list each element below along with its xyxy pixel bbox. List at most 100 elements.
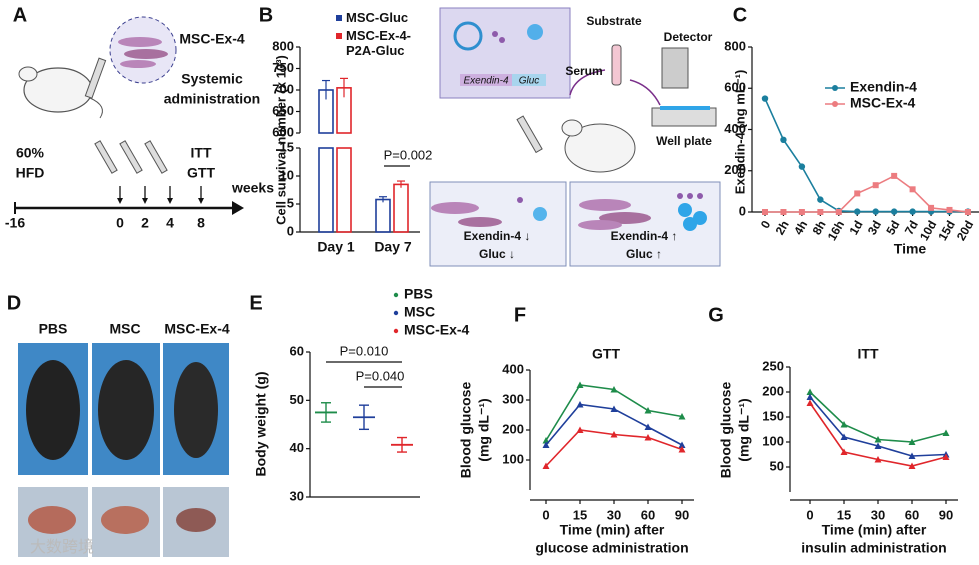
- point: [798, 209, 805, 215]
- x-tick-label: 3d: [865, 218, 884, 237]
- plate-label: Well plate: [656, 134, 712, 148]
- bar: [375, 198, 391, 233]
- x-axis-label: Time (min) after: [560, 522, 665, 538]
- point: [942, 453, 950, 460]
- panel-label: F: [514, 304, 526, 326]
- point: [908, 438, 916, 445]
- x-tick-label: 0: [758, 218, 774, 231]
- point: [780, 209, 787, 215]
- y-tick-label: 10: [280, 167, 294, 182]
- point: [798, 163, 806, 170]
- legend-marker: [393, 292, 399, 298]
- point: [854, 208, 861, 215]
- point: [840, 433, 848, 440]
- point: [644, 423, 652, 430]
- route-label: administration: [164, 91, 260, 107]
- legend-label: MSC-Ex-4-P2A-Gluc: [346, 28, 412, 58]
- y-tick-label: 200: [762, 383, 784, 398]
- route-label: Systemic: [181, 71, 243, 87]
- legend-label: PBS: [404, 286, 433, 302]
- y-tick-label: 600: [724, 80, 746, 95]
- y-tick-label: 600: [272, 124, 294, 139]
- y-tick-label: 30: [290, 488, 304, 503]
- y-tick-label: 400: [724, 121, 746, 136]
- timeline-label: 4: [166, 215, 174, 231]
- y-tick-label: 5: [287, 195, 294, 210]
- x-tick-label: 30: [607, 507, 621, 522]
- x-tick-label: Day 7: [374, 239, 412, 255]
- x-tick-label: 10d: [917, 218, 939, 243]
- point: [542, 441, 550, 448]
- p-value: P=0.010: [340, 343, 389, 358]
- substrate-label: Substrate: [586, 14, 642, 28]
- point: [840, 421, 848, 428]
- point: [817, 209, 824, 215]
- p-value: P=0.040: [356, 368, 405, 383]
- point: [872, 182, 879, 189]
- point: [908, 462, 916, 469]
- point: [576, 401, 584, 408]
- y-tick-label: 800: [272, 38, 294, 53]
- y-tick-label: 40: [290, 440, 304, 455]
- x-axis-label: glucose administration: [535, 540, 688, 556]
- y-tick-label: 800: [724, 38, 746, 53]
- bar: [393, 183, 409, 233]
- y-tick-label: 400: [502, 361, 524, 376]
- timeline-label: 0: [116, 215, 124, 231]
- serum-label: Serum: [565, 64, 602, 78]
- syringe: [119, 140, 143, 174]
- y-tick-label: 300: [502, 391, 524, 406]
- arrow-head: [142, 198, 148, 204]
- point: [840, 448, 848, 455]
- point: [942, 429, 950, 436]
- x-tick-label: 60: [905, 507, 919, 522]
- x-axis-label: Time: [894, 241, 927, 257]
- point: [872, 208, 879, 215]
- y-tick-label: 60: [290, 343, 304, 358]
- legend-label: Exendin-4: [850, 79, 917, 95]
- high-label: Exendin-4 ↑: [611, 229, 678, 243]
- gene-label: Gluc: [519, 76, 540, 87]
- y-axis-label: Exendin-4 (ng mL⁻¹): [732, 70, 747, 195]
- legend-label: MSC-Ex-4: [850, 95, 916, 111]
- panel-label: D: [7, 292, 21, 314]
- point: [610, 405, 618, 412]
- x-tick-label: 90: [675, 507, 689, 522]
- x-tick-label: 7d: [902, 218, 921, 237]
- point: [762, 209, 768, 215]
- panel-label: A: [13, 4, 27, 26]
- point: [854, 190, 861, 197]
- y-axis-label: (mg dL⁻¹): [476, 398, 492, 461]
- panel-d-photos: [18, 343, 229, 557]
- y-tick-label: 50: [770, 458, 784, 473]
- timeline-label: 2: [141, 215, 149, 231]
- legend-label: MSC-Ex-4: [404, 322, 470, 338]
- y-axis-label: Blood glucose: [718, 382, 734, 479]
- y-tick-label: 0: [287, 223, 294, 238]
- panel-label: B: [259, 4, 273, 26]
- high-label: Gluc ↑: [626, 247, 662, 261]
- arrow-head: [167, 198, 173, 204]
- y-tick-label: 150: [762, 408, 784, 423]
- y-tick-label: 250: [762, 358, 784, 373]
- point: [817, 196, 824, 203]
- diet-label: 60%: [16, 145, 45, 161]
- unit-label: weeks: [231, 180, 274, 196]
- y-tick-label: 0: [739, 203, 746, 218]
- point: [678, 446, 686, 453]
- syringe: [94, 140, 118, 174]
- point: [780, 136, 787, 144]
- x-tick-label: 15d: [935, 218, 957, 243]
- point: [610, 431, 618, 438]
- legend-marker: [393, 310, 399, 316]
- x-tick-label: 15: [837, 507, 851, 522]
- arrow-head: [198, 198, 204, 204]
- y-tick-label: 650: [272, 103, 294, 118]
- point: [678, 441, 686, 448]
- series-line: [764, 98, 968, 213]
- point: [964, 209, 971, 215]
- legend-label: MSC-Ex-4-P2A-Gluc: [346, 28, 412, 58]
- legend-marker: [336, 33, 342, 39]
- legend-marker: [336, 15, 342, 21]
